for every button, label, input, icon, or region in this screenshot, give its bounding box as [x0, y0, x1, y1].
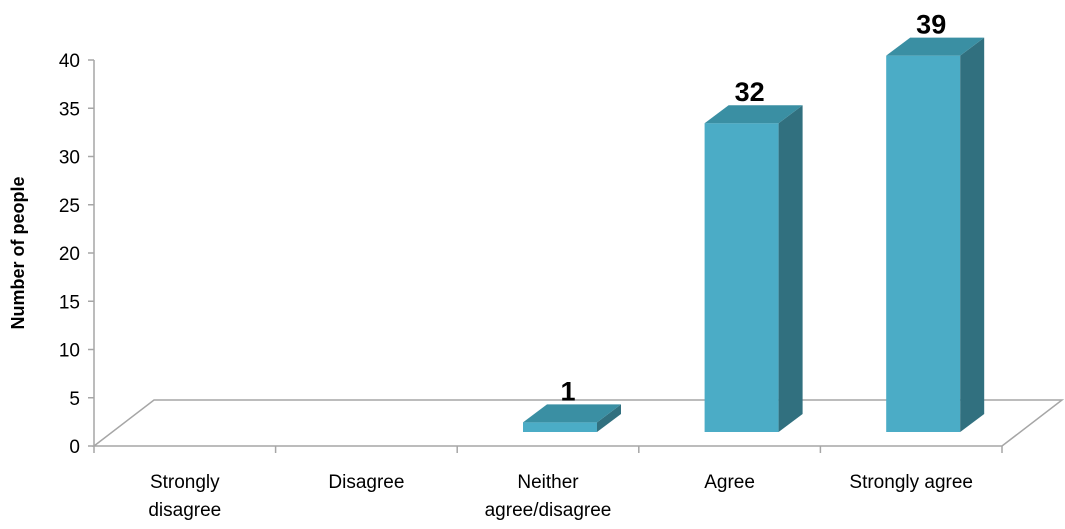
bar-side: [778, 105, 803, 432]
category-label: Strongly disagree: [148, 472, 221, 521]
category-label: Neither agree/disagree: [485, 472, 612, 521]
y-tick-labels: 0 5 10 15 20 25 30 35 40: [59, 51, 80, 458]
bar-side: [960, 37, 985, 433]
data-label: 1: [560, 376, 575, 406]
bar-front: [523, 422, 597, 432]
category-labels: Strongly disagree Disagree Neither agree/dis…: [148, 472, 973, 521]
y-axis: [88, 59, 1003, 453]
y-tick-label: 30: [59, 148, 80, 169]
y-tick-label: 5: [69, 389, 80, 410]
bar: [704, 105, 803, 432]
data-labels: 1 32 39: [560, 10, 946, 407]
y-tick-label: 15: [59, 292, 80, 313]
y-tick-label: 40: [59, 51, 80, 72]
bar-top: [886, 37, 985, 56]
data-label: 32: [735, 77, 765, 107]
category-label: Disagree: [328, 472, 404, 493]
y-tick-label: 35: [59, 99, 80, 120]
y-axis-title: Number of people: [8, 176, 28, 329]
bar-front: [704, 123, 779, 432]
bar-side: [597, 404, 621, 432]
bars: [523, 37, 985, 433]
floor-plane: [91, 399, 1065, 447]
category-label: Agree: [704, 472, 755, 493]
y-tick-label: 10: [59, 341, 80, 362]
bar-top: [704, 105, 803, 124]
y-tick-label: 20: [59, 244, 80, 265]
bar: [523, 404, 621, 432]
bar: [886, 37, 985, 433]
category-label: Strongly agree: [849, 472, 973, 493]
chart-floor: [91, 399, 1065, 447]
data-label: 39: [916, 10, 946, 40]
y-tick-label: 0: [69, 437, 80, 458]
y-tick-label: 25: [59, 196, 80, 217]
bar-top: [523, 404, 621, 423]
bar-front: [886, 55, 961, 433]
